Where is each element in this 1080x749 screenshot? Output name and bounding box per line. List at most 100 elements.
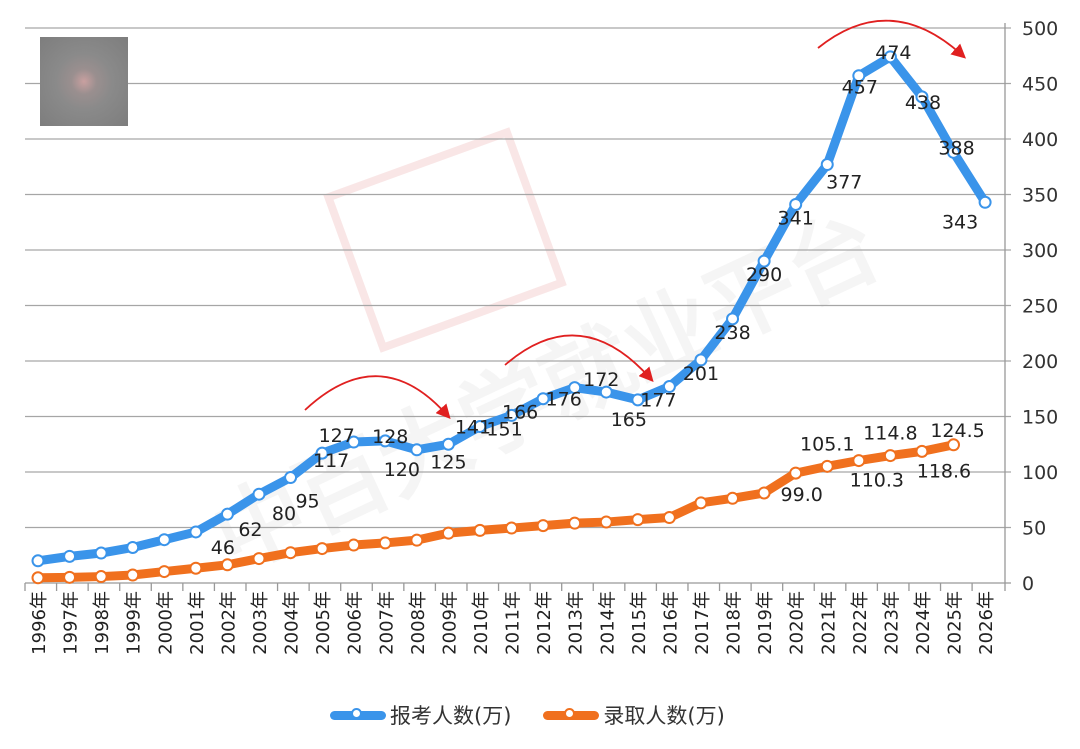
x-tick-label: 2005年 bbox=[313, 591, 334, 655]
data-point bbox=[757, 254, 771, 268]
data-point bbox=[883, 50, 897, 64]
x-tick-label: 2001年 bbox=[187, 591, 208, 655]
legend: 报考人数(万) 录取人数(万) bbox=[330, 700, 757, 730]
data-point bbox=[915, 90, 929, 104]
data-label-applicants: 166 bbox=[502, 402, 538, 424]
data-point bbox=[757, 486, 771, 500]
data-label-applicants: 62 bbox=[238, 519, 262, 541]
y-tick-label: 150 bbox=[1022, 407, 1058, 429]
data-point bbox=[220, 507, 234, 521]
data-point bbox=[631, 393, 645, 407]
data-point bbox=[631, 513, 645, 527]
y-tick-label: 300 bbox=[1022, 240, 1058, 262]
trend-arrow bbox=[504, 334, 654, 383]
data-label-applicants: 457 bbox=[842, 77, 878, 99]
x-tick-label: 2015年 bbox=[629, 591, 650, 655]
data-label-applicants: 388 bbox=[938, 137, 974, 159]
data-point bbox=[536, 392, 550, 406]
data-point bbox=[410, 443, 424, 457]
data-point bbox=[947, 438, 961, 452]
data-point bbox=[157, 533, 171, 547]
y-tick-label: 500 bbox=[1022, 18, 1058, 40]
data-point bbox=[852, 69, 866, 83]
data-point bbox=[252, 487, 266, 501]
trend-arrow bbox=[304, 375, 451, 420]
data-point bbox=[378, 536, 392, 550]
y-tick-label: 200 bbox=[1022, 351, 1058, 373]
data-point bbox=[820, 158, 834, 172]
y-tick-label: 450 bbox=[1022, 74, 1058, 96]
x-tick-label: 2008年 bbox=[408, 591, 429, 655]
y-tick-label: 350 bbox=[1022, 185, 1058, 207]
data-point bbox=[157, 565, 171, 579]
data-point bbox=[789, 466, 803, 480]
data-point bbox=[189, 525, 203, 539]
x-tick-label: 2025年 bbox=[945, 591, 966, 655]
data-label-applicants: 238 bbox=[714, 322, 750, 344]
x-tick-label: 1997年 bbox=[61, 591, 82, 655]
legend-label: 报考人数(万) bbox=[390, 704, 512, 728]
data-label-applicants: 95 bbox=[295, 491, 319, 513]
legend-swatch-orange bbox=[543, 707, 600, 720]
x-tick-label: 2021年 bbox=[818, 591, 839, 655]
data-point bbox=[915, 444, 929, 458]
x-tick-label: 2002年 bbox=[218, 591, 239, 655]
x-tick-label: 2014年 bbox=[597, 591, 618, 655]
data-point bbox=[820, 459, 834, 473]
x-tick-label: 2010年 bbox=[471, 591, 492, 655]
data-label-applicants: 177 bbox=[640, 390, 676, 412]
data-point bbox=[883, 449, 897, 463]
data-point bbox=[726, 312, 740, 326]
data-label-applicants: 438 bbox=[905, 92, 941, 114]
x-tick-label: 2006年 bbox=[345, 591, 366, 655]
data-point bbox=[599, 515, 613, 529]
x-tick-label: 2024年 bbox=[913, 591, 934, 655]
x-tick-label: 2011年 bbox=[503, 591, 524, 655]
data-point bbox=[978, 195, 992, 209]
y-tick-label: 0 bbox=[1022, 573, 1034, 595]
data-point bbox=[505, 408, 519, 422]
legend-item-applicants: 报考人数(万) bbox=[330, 700, 511, 730]
y-tick-label: 250 bbox=[1022, 296, 1058, 318]
data-label-applicants: 176 bbox=[546, 389, 582, 411]
data-point bbox=[852, 454, 866, 468]
x-tick-label: 2023年 bbox=[881, 591, 902, 655]
x-tick-label: 1998年 bbox=[92, 591, 113, 655]
data-point bbox=[947, 145, 961, 159]
data-point bbox=[63, 570, 77, 584]
data-label-applicants: 290 bbox=[746, 264, 782, 286]
data-label-applicants: 377 bbox=[826, 172, 862, 194]
data-point bbox=[315, 542, 329, 556]
data-label-admitted: 99.0 bbox=[781, 484, 823, 506]
x-tick-label: 1996年 bbox=[29, 591, 50, 655]
x-tick-label: 2004年 bbox=[282, 591, 303, 655]
data-label-applicants: 117 bbox=[313, 450, 349, 472]
data-label-applicants: 151 bbox=[486, 418, 522, 440]
legend-label: 录取人数(万) bbox=[603, 704, 725, 728]
data-point bbox=[662, 511, 676, 525]
data-point bbox=[315, 446, 329, 460]
x-tick-label: 2003年 bbox=[250, 591, 271, 655]
x-tick-label: 2013年 bbox=[566, 591, 587, 655]
y-tick-label: 50 bbox=[1022, 518, 1046, 540]
x-tick-label: 2012年 bbox=[534, 591, 555, 655]
x-tick-label: 1999年 bbox=[124, 591, 145, 655]
data-point bbox=[694, 496, 708, 510]
data-point bbox=[126, 568, 140, 582]
data-label-applicants: 120 bbox=[384, 459, 420, 481]
y-tick-label: 400 bbox=[1022, 129, 1058, 151]
data-point bbox=[63, 549, 77, 563]
data-point bbox=[536, 519, 550, 533]
data-label-admitted: 110.3 bbox=[850, 470, 904, 492]
data-label-applicants: 80 bbox=[272, 503, 296, 525]
x-tick-label: 2022年 bbox=[850, 591, 871, 655]
data-point bbox=[220, 558, 234, 572]
data-label-applicants: 128 bbox=[372, 426, 408, 448]
data-point bbox=[473, 523, 487, 537]
data-label-applicants: 127 bbox=[319, 425, 355, 447]
data-point bbox=[284, 471, 298, 485]
x-tick-label: 2020年 bbox=[787, 591, 808, 655]
data-label-admitted: 105.1 bbox=[800, 433, 854, 455]
x-tick-label: 2019年 bbox=[755, 591, 776, 655]
data-point bbox=[568, 516, 582, 530]
